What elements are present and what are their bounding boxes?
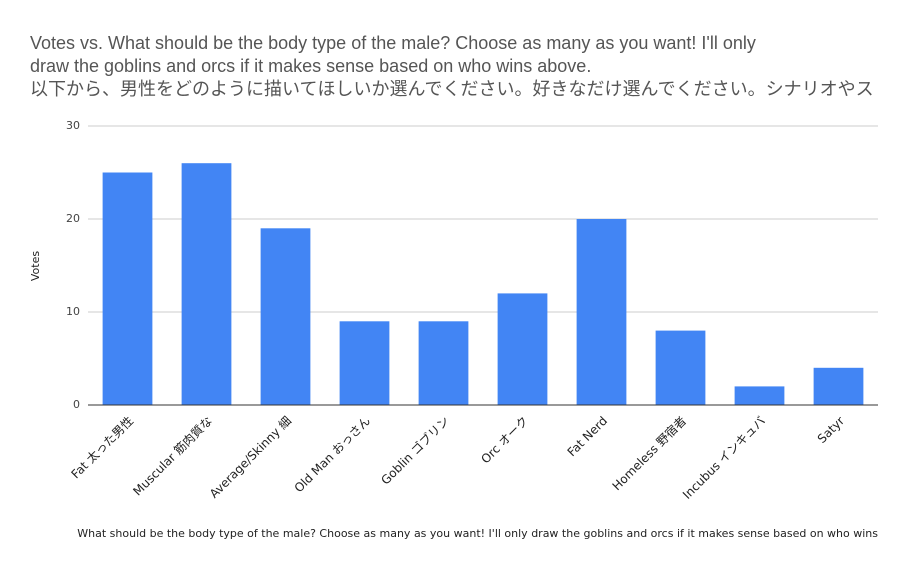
bar: [181, 163, 232, 405]
x-tick-label: Incubus インキュバ: [680, 414, 768, 502]
bar: [734, 386, 785, 405]
chart-title: draw the goblins and orcs if it makes se…: [30, 56, 591, 76]
bar: [497, 293, 548, 405]
bar: [260, 228, 311, 405]
y-tick-label: 30: [66, 119, 80, 132]
x-tick-label: Fat Nerd: [565, 414, 611, 460]
y-axis-label: Votes: [29, 251, 42, 281]
x-tick-label: Satyr: [815, 414, 847, 446]
bar: [418, 321, 469, 405]
x-tick-label: Homeless 野宿者: [609, 413, 689, 493]
bar: [102, 172, 153, 405]
x-tick-label: Orc オーク: [478, 414, 531, 467]
x-axis-label: What should be the body type of the male…: [77, 527, 878, 540]
y-tick-label: 10: [66, 305, 80, 318]
bar: [576, 219, 627, 405]
x-tick-label: Old Man おっさん: [292, 414, 374, 496]
x-tick-label: Goblin ゴブリン: [378, 413, 453, 488]
x-tick-label: Average/Skinny 細: [207, 414, 294, 501]
bar: [339, 321, 390, 405]
x-tick-label: Muscular 筋肉質な: [130, 413, 215, 498]
chart-title: Votes vs. What should be the body type o…: [30, 33, 756, 53]
bar: [813, 367, 864, 405]
chart-title: 以下から、男性をどのように描いてほしいか選んでください。好きなだけ選んでください…: [30, 79, 874, 99]
y-tick-label: 20: [66, 212, 80, 225]
y-tick-label: 0: [73, 398, 80, 411]
bar: [655, 330, 706, 405]
x-tick-label: Fat 太った男性: [68, 413, 136, 481]
